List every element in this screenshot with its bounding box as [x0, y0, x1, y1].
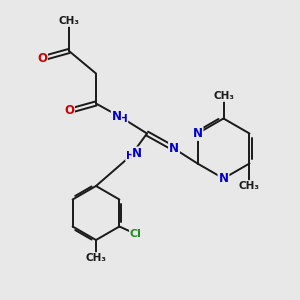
Text: N: N	[218, 172, 229, 185]
Text: H: H	[126, 151, 135, 161]
Text: N: N	[111, 110, 122, 123]
Text: CH₃: CH₃	[213, 91, 234, 101]
Text: H: H	[118, 113, 127, 124]
Text: N: N	[132, 147, 142, 160]
Text: Cl: Cl	[130, 229, 142, 239]
Text: CH₃: CH₃	[58, 16, 80, 26]
Text: CH₃: CH₃	[239, 181, 260, 191]
Text: N: N	[193, 127, 202, 140]
Text: CH₃: CH₃	[85, 253, 106, 263]
Text: O: O	[37, 52, 47, 65]
Text: N: N	[169, 142, 179, 155]
Text: O: O	[64, 104, 74, 118]
